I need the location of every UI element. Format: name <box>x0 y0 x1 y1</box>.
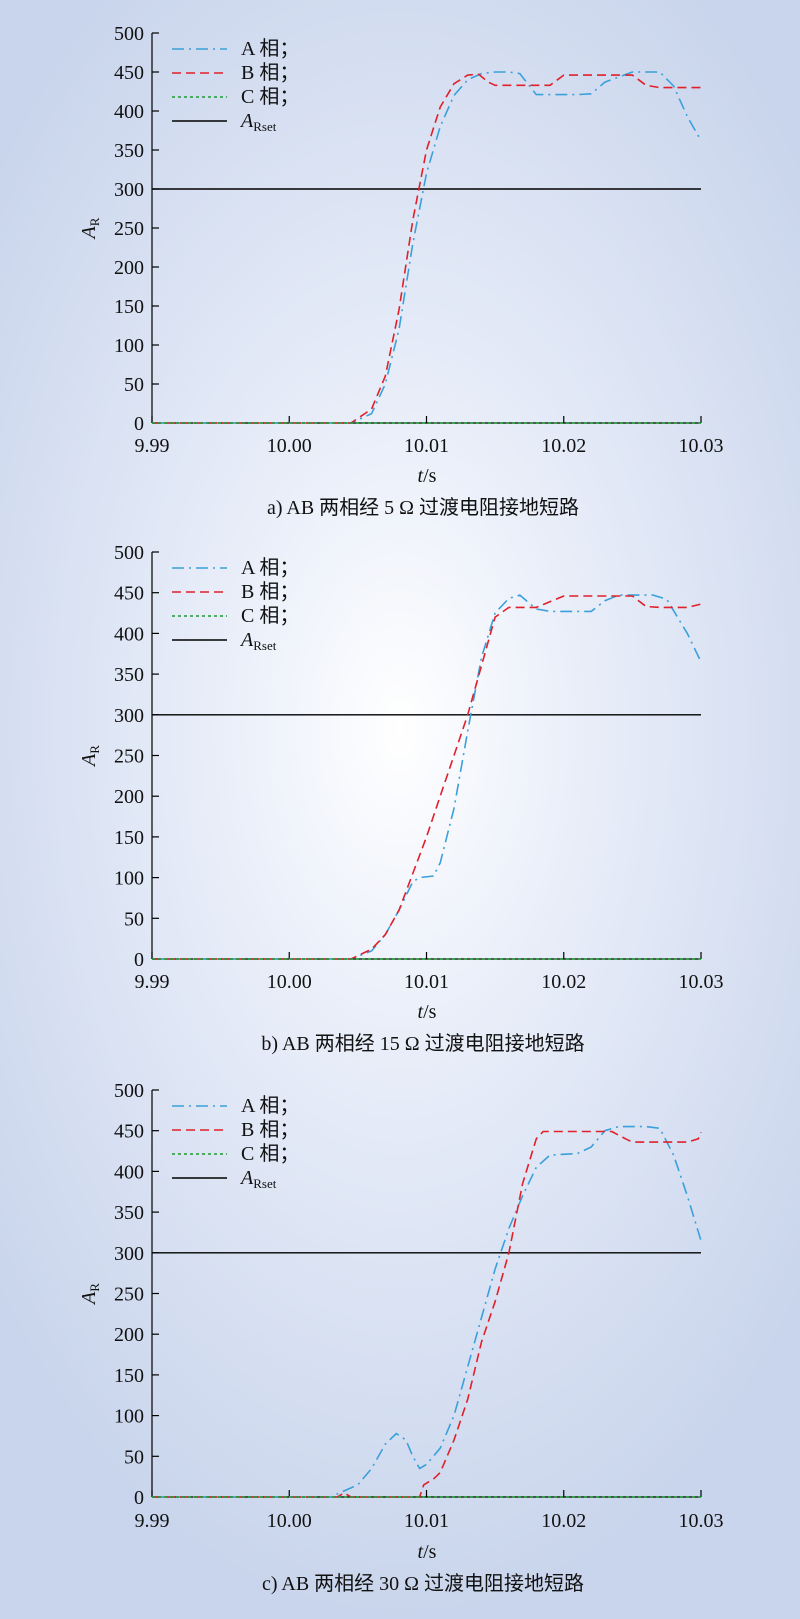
y-tick-label: 500 <box>114 23 144 45</box>
x-tick-label: 10.00 <box>267 435 312 457</box>
y-tick-label: 200 <box>114 257 144 279</box>
y-tick-label: 50 <box>124 908 144 930</box>
y-tick-label: 250 <box>114 1284 144 1306</box>
x-tick-label: 10.02 <box>541 971 586 993</box>
chart-panel-2: 0 50 100 150 200 250 300 350 400 450 500 9.99 10.00 1… <box>78 542 724 1055</box>
y-axis-label: AR <box>78 1283 102 1306</box>
y-tick-label: 400 <box>114 623 144 645</box>
legend: A 相；B 相；C 相；ARset <box>172 1094 299 1191</box>
legend: A 相；B 相；C 相；ARset <box>172 556 299 653</box>
y-tick-label: 100 <box>114 868 144 890</box>
y-axis-label: AR <box>78 217 102 240</box>
y-tick-label: 350 <box>114 664 144 686</box>
legend-label-b: B 相； <box>241 1118 299 1141</box>
y-tick-label: 0 <box>134 1487 144 1509</box>
legend-label-c: C 相； <box>241 85 299 108</box>
legend-label-a: A 相； <box>241 1094 299 1117</box>
x-tick-label: 10.03 <box>679 435 724 457</box>
y-axis-label: AR <box>78 745 102 768</box>
legend-label-b: B 相； <box>241 580 299 603</box>
x-tick-label: 10.02 <box>541 1510 586 1532</box>
y-tick-label: 250 <box>114 746 144 768</box>
legend: A 相；B 相；C 相；ARset <box>172 37 299 134</box>
legend-label-a: A 相； <box>241 556 299 579</box>
y-tick-label: 50 <box>124 374 144 396</box>
legend-label-b: B 相； <box>241 61 299 84</box>
legend-label-a: A 相； <box>241 37 299 60</box>
panel-caption: c) AB 两相经 30 Ω 过渡电阻接地短路 <box>262 1572 584 1595</box>
y-tick-label: 350 <box>114 1202 144 1224</box>
y-tick-label: 450 <box>114 583 144 605</box>
x-tick-label: 9.99 <box>135 1510 170 1532</box>
y-tick-label: 500 <box>114 1080 144 1102</box>
y-tick-label: 150 <box>114 296 144 318</box>
x-tick-label: 10.03 <box>679 1510 724 1532</box>
y-tick-label: 400 <box>114 1161 144 1183</box>
legend-label-ref: ARset <box>239 1167 277 1191</box>
x-tick-label: 9.99 <box>135 971 170 993</box>
y-tick-label: 450 <box>114 62 144 84</box>
y-tick-label: 250 <box>114 218 144 240</box>
y-tick-label: 400 <box>114 101 144 123</box>
y-tick-label: 0 <box>134 413 144 435</box>
y-tick-label: 150 <box>114 1365 144 1387</box>
x-axis-label: t/s <box>418 465 437 487</box>
x-tick-label: 10.02 <box>541 435 586 457</box>
legend-label-ref: ARset <box>239 629 277 653</box>
y-tick-label: 450 <box>114 1121 144 1143</box>
x-tick-label: 9.99 <box>135 435 170 457</box>
x-axis-label: t/s <box>418 1001 437 1023</box>
series-line-a <box>152 1125 702 1498</box>
series-line-b <box>152 73 701 424</box>
series-line-a <box>152 71 702 424</box>
y-tick-label: 50 <box>124 1446 144 1468</box>
panel-caption: b) AB 两相经 15 Ω 过渡电阻接地短路 <box>261 1032 584 1055</box>
x-tick-label: 10.01 <box>404 1510 449 1532</box>
y-tick-label: 200 <box>114 1324 144 1346</box>
x-tick-label: 10.01 <box>404 435 449 457</box>
series-line-b <box>152 1130 702 1498</box>
y-tick-label: 150 <box>114 827 144 849</box>
y-tick-label: 200 <box>114 786 144 808</box>
y-tick-label: 350 <box>114 140 144 162</box>
x-tick-label: 10.00 <box>267 971 312 993</box>
legend-label-c: C 相； <box>241 1142 299 1165</box>
y-tick-label: 500 <box>114 542 144 564</box>
legend-label-ref: ARset <box>239 110 277 134</box>
y-tick-label: 0 <box>134 949 144 971</box>
y-tick-label: 100 <box>114 335 144 357</box>
chart-panel-1: 0 50 100 150 200 250 300 350 400 450 500 9.99 10.00 1… <box>78 23 724 519</box>
series-line-a <box>152 594 702 960</box>
y-tick-label: 300 <box>114 1243 144 1265</box>
y-tick-label: 300 <box>114 705 144 727</box>
panel-caption: a) AB 两相经 5 Ω 过渡电阻接地短路 <box>267 496 579 519</box>
x-tick-label: 10.00 <box>267 1510 312 1532</box>
x-tick-label: 10.01 <box>404 971 449 993</box>
x-tick-label: 10.03 <box>679 971 724 993</box>
series-line-b <box>152 595 702 960</box>
chart-panel-3: 0 50 100 150 200 250 300 350 400 450 500 9.99 10.00 1… <box>78 1080 724 1595</box>
x-axis-label: t/s <box>418 1541 437 1563</box>
legend-label-c: C 相； <box>241 604 299 627</box>
y-tick-label: 100 <box>114 1406 144 1428</box>
y-tick-label: 300 <box>114 179 144 201</box>
